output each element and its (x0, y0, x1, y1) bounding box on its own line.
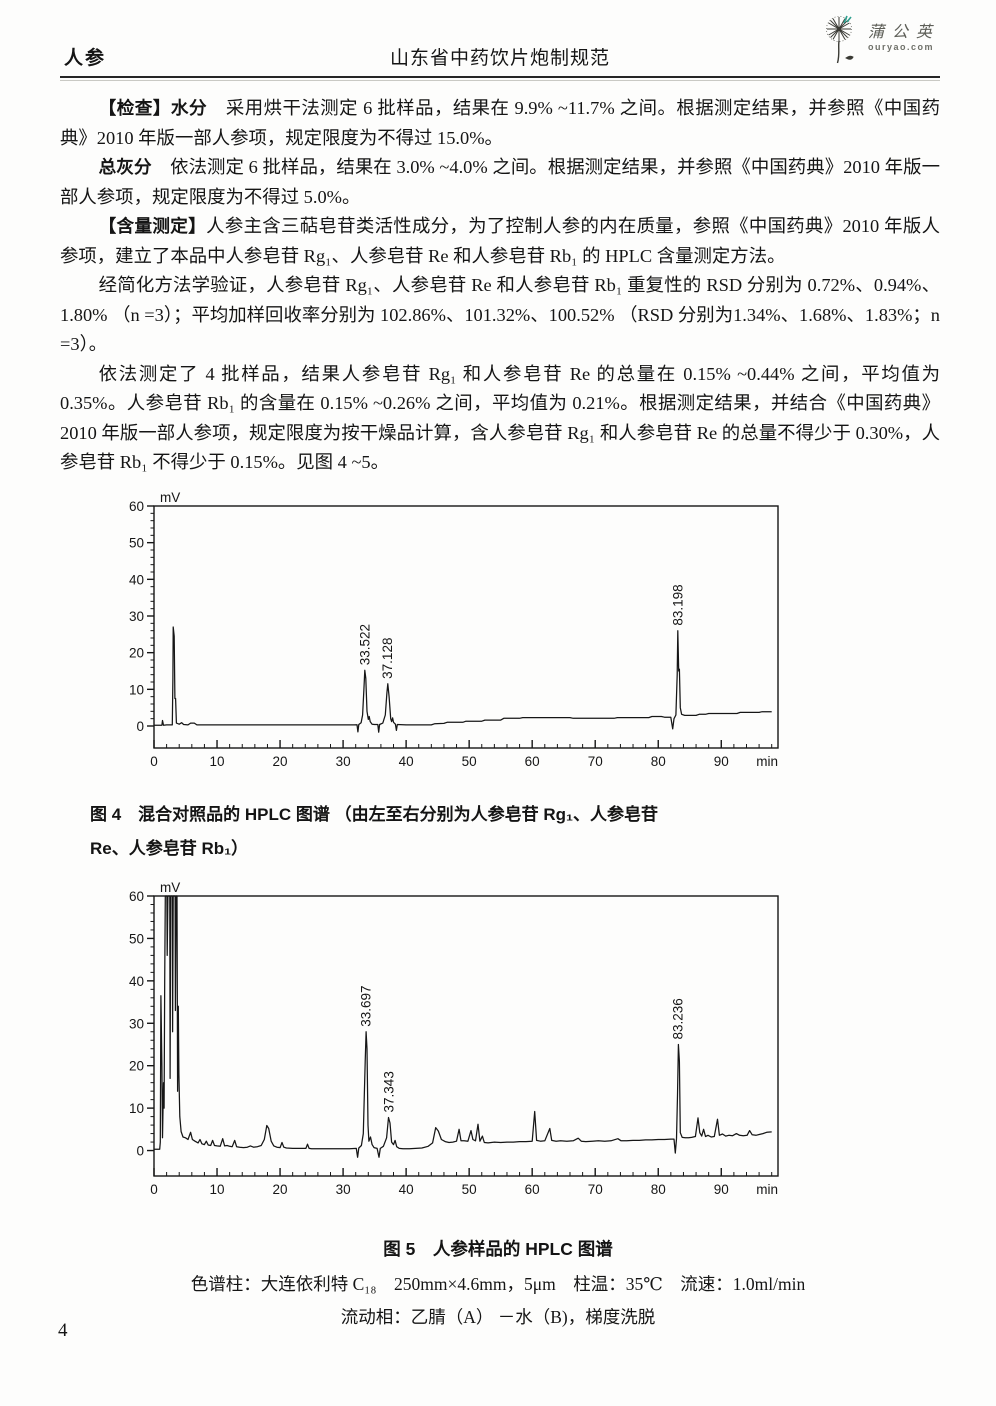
paragraph-text: 人参主含三萜皂苷类活性成分，为了控制人参的内在质量，参照《中国药典》2010 年… (60, 216, 940, 266)
svg-text:10: 10 (210, 1182, 225, 1197)
figure5-caption: 图 5 人参样品的 HPLC 图谱 (383, 1238, 613, 1259)
svg-text:40: 40 (399, 754, 414, 769)
svg-text:10: 10 (210, 754, 225, 769)
logo-text-block: 蒲公英 ouryao.com (868, 24, 940, 53)
figure4-caption: 图 4 混合对照品的 HPLC 图谱 （由左至右分别为人参皂苷 Rg₁、人参皂苷… (90, 798, 856, 866)
header-running-title: 人参 (64, 48, 107, 69)
logo-name: 蒲公英 (867, 24, 940, 41)
figure5-mobile-phase: 流动相：乙腈（A） －水（B)，梯度洗脱 (340, 1306, 656, 1327)
svg-text:10: 10 (129, 1101, 144, 1116)
svg-text:50: 50 (129, 535, 144, 550)
svg-text:min: min (756, 754, 778, 769)
svg-text:0: 0 (136, 1143, 144, 1158)
figure4-caption-line1: 图 4 混合对照品的 HPLC 图谱 （由左至右分别为人参皂苷 Rg₁、人参皂苷 (90, 804, 659, 824)
svg-text:33.697: 33.697 (358, 985, 373, 1026)
svg-text:70: 70 (588, 754, 603, 769)
svg-text:83.236: 83.236 (671, 998, 686, 1039)
body-text: 【检查】水分 采用烘干法测定 6 批样品，结果在 9.9% ~11.7% 之间。… (60, 94, 940, 478)
figure5-chart: 0 10 20 30 40 50 60 0 10 20 30 40 50 60 70 80 90 mV min 33.… (112, 880, 792, 1210)
svg-text:90: 90 (714, 1182, 729, 1197)
figure5-column-conditions: 色谱柱：大连依利特 C₁₈ 250mm×4.6mm，5μm 柱温：35℃ 流速：… (190, 1273, 806, 1294)
figure-5-hplc-sample-chromatogram: 0 10 20 30 40 50 60 0 10 20 30 40 50 60 70 80 90 mV min 33.… (129, 880, 779, 1197)
figure4-caption-line2: Re、人参皂苷 Rb₁） (90, 838, 249, 858)
header-divider (60, 76, 940, 78)
figure-4-hplc-reference-chromatogram: 0 10 20 30 40 50 60 0 10 20 30 40 50 60 70 80 90 mV min 33.… (129, 490, 779, 769)
svg-text:60: 60 (525, 1182, 540, 1197)
paragraph-text: 依法测定 6 批样品，结果在 3.0% ~4.0% 之间。根据测定结果，并参照《… (60, 157, 940, 207)
svg-text:mV: mV (160, 490, 180, 505)
svg-text:50: 50 (462, 1182, 477, 1197)
svg-text:0: 0 (150, 1182, 158, 1197)
publisher-logo: 蒲公英 ouryao.com (824, 14, 940, 66)
svg-text:60: 60 (129, 889, 144, 904)
paragraph-results: 依法测定了 4 批样品，结果人参皂苷 Rg₁ 和人参皂苷 Re 的总量在 0.1… (60, 360, 940, 478)
svg-text:80: 80 (651, 754, 666, 769)
header-book-title: 山东省中药饮片炮制规范 (389, 48, 610, 69)
svg-text:30: 30 (129, 1016, 144, 1031)
svg-text:30: 30 (129, 609, 144, 624)
header-divider-shadow (60, 80, 940, 81)
svg-text:30: 30 (336, 1182, 351, 1197)
svg-text:min: min (756, 1182, 778, 1197)
paragraph-label: 【含量测定】 (98, 216, 207, 236)
svg-text:20: 20 (273, 754, 288, 769)
paragraph-label: 总灰分 (98, 157, 152, 177)
svg-text:70: 70 (588, 1182, 603, 1197)
paragraph-method-validation: 经简化方法学验证，人参皂苷 Rg₁、人参皂苷 Re 和人参皂苷 Rb₁ 重复性的… (60, 271, 940, 360)
svg-text:37.128: 37.128 (380, 637, 395, 678)
svg-text:60: 60 (525, 754, 540, 769)
svg-text:20: 20 (129, 1058, 144, 1073)
svg-text:83.198: 83.198 (670, 584, 685, 625)
paragraph-text: 经简化方法学验证，人参皂苷 Rg₁、人参皂苷 Re 和人参皂苷 Rb₁ 重复性的… (60, 275, 940, 354)
svg-text:50: 50 (462, 754, 477, 769)
paragraph-label: 【检查】水分 (98, 98, 208, 118)
page-number: 4 (58, 1320, 68, 1341)
paragraph-text: 依法测定了 4 批样品，结果人参皂苷 Rg₁ 和人参皂苷 Re 的总量在 0.1… (60, 363, 940, 473)
paragraph-total-ash: 总灰分 依法测定 6 批样品，结果在 3.0% ~4.0% 之间。根据测定结果，… (60, 153, 940, 212)
svg-text:40: 40 (399, 1182, 414, 1197)
paragraph-assay: 【含量测定】人参主含三萜皂苷类活性成分，为了控制人参的内在质量，参照《中国药典》… (60, 212, 940, 271)
svg-text:20: 20 (129, 645, 144, 660)
page-header: 人参 山东省中药饮片炮制规范 (60, 15, 940, 76)
svg-text:60: 60 (129, 499, 144, 514)
svg-text:50: 50 (129, 931, 144, 946)
paragraph-moisture: 【检查】水分 采用烘干法测定 6 批样品，结果在 9.9% ~11.7% 之间。… (60, 94, 940, 153)
svg-text:80: 80 (651, 1182, 666, 1197)
svg-text:0: 0 (150, 754, 158, 769)
svg-text:40: 40 (129, 572, 144, 587)
svg-text:30: 30 (336, 754, 351, 769)
svg-text:37.343: 37.343 (381, 1071, 396, 1112)
dandelion-logo-icon (824, 14, 864, 66)
svg-text:90: 90 (714, 754, 729, 769)
svg-text:40: 40 (129, 973, 144, 988)
svg-text:10: 10 (129, 682, 144, 697)
svg-text:mV: mV (160, 880, 180, 895)
logo-domain: ouryao.com (867, 42, 934, 52)
svg-text:0: 0 (136, 719, 144, 734)
figure4-chart: 0 10 20 30 40 50 60 0 10 20 30 40 50 60 70 80 90 mV min 33.… (112, 490, 792, 782)
svg-text:33.522: 33.522 (357, 623, 372, 664)
svg-text:20: 20 (273, 1182, 288, 1197)
paragraph-text: 采用烘干法测定 6 批样品，结果在 9.9% ~11.7% 之间。根据测定结果，… (60, 98, 940, 148)
